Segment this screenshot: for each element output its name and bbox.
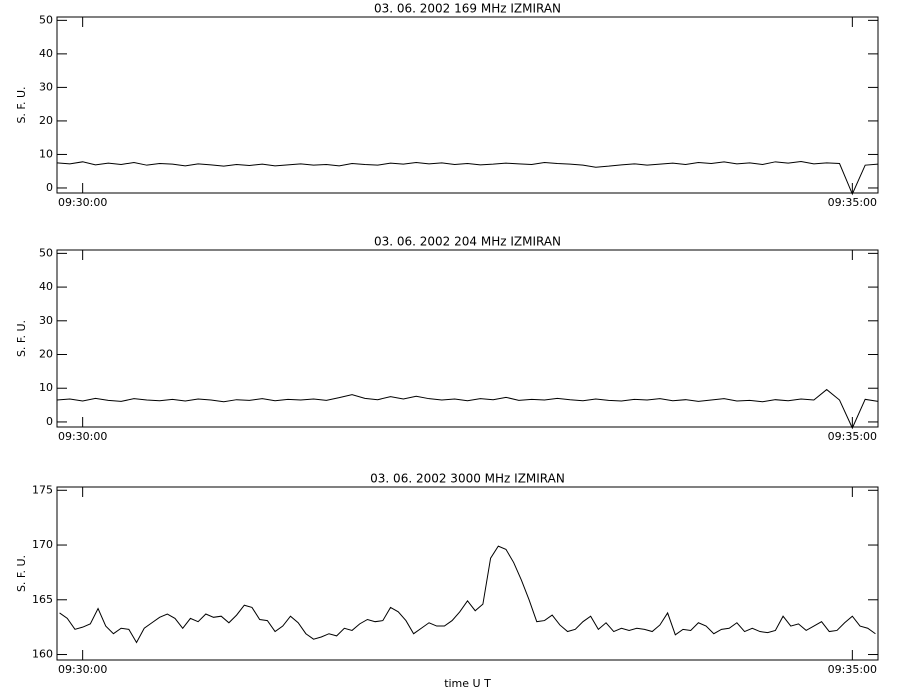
x-tick-label: 09:30:00 [58, 196, 107, 209]
y-tick-label: 10 [39, 147, 53, 160]
y-tick-label: 20 [39, 114, 53, 127]
y-tick-label: 175 [32, 483, 53, 496]
y-axis-label: S. F. U. [15, 86, 28, 123]
chart-title: 03. 06. 2002 3000 MHz IZMIRAN [370, 472, 565, 486]
y-axis-label: S. F. U. [15, 555, 28, 592]
x-tick-label: 09:35:00 [828, 196, 877, 209]
y-tick-label: 40 [39, 47, 53, 60]
y-tick-label: 50 [39, 13, 53, 26]
series-line [56, 388, 879, 430]
y-tick-label: 0 [46, 181, 53, 194]
y-axis-label: S. F. U. [15, 320, 28, 357]
series-line [59, 545, 876, 644]
y-tick-label: 30 [39, 80, 53, 93]
y-tick-label: 20 [39, 348, 53, 361]
x-tick-label: 09:35:00 [828, 663, 877, 676]
y-tick-label: 170 [32, 538, 53, 551]
x-axis-label: time U T [444, 677, 491, 690]
plot-frame [56, 486, 879, 661]
chart-title: 03. 06. 2002 204 MHz IZMIRAN [374, 235, 561, 249]
plot-frame [56, 16, 879, 194]
y-tick-label: 50 [39, 246, 53, 259]
y-tick-label: 160 [32, 648, 53, 661]
y-tick-label: 0 [46, 415, 53, 428]
chart-title: 03. 06. 2002 169 MHz IZMIRAN [374, 2, 561, 16]
y-tick-label: 30 [39, 314, 53, 327]
x-tick-label: 09:35:00 [828, 430, 877, 443]
x-tick-label: 09:30:00 [58, 430, 107, 443]
y-tick-label: 10 [39, 381, 53, 394]
plot-frame [56, 249, 879, 428]
y-tick-label: 165 [32, 593, 53, 606]
series-line [56, 160, 879, 196]
y-tick-label: 40 [39, 280, 53, 293]
x-tick-label: 09:30:00 [58, 663, 107, 676]
